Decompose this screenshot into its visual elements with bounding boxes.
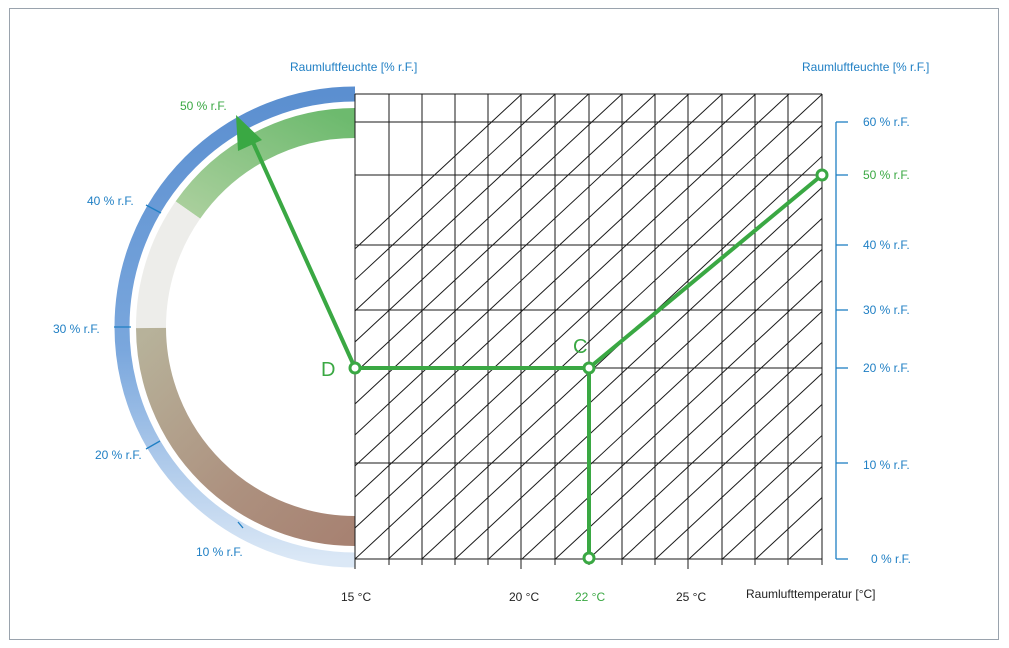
right-label-20: 20 % r.F.	[863, 361, 910, 375]
bottom-scale-ticks	[354, 559, 823, 569]
bottom-label-25: 25 °C	[676, 590, 706, 604]
point-label-c: C	[573, 336, 587, 358]
point-label-d: D	[321, 359, 335, 381]
diagonal-grid-line	[355, 94, 757, 467]
right-label-40: 40 % r.F.	[863, 238, 910, 252]
point-50	[815, 168, 829, 182]
inner-ring-green	[175, 108, 356, 219]
left-label-40: 40 % r.F.	[87, 194, 134, 208]
diagonal-grid-line	[823, 39, 1009, 559]
diagonal-grid-line	[355, 94, 623, 343]
left-label-10: 10 % r.F.	[196, 545, 243, 559]
process-points	[348, 168, 829, 565]
bottom-label-15: 15 °C	[341, 590, 371, 604]
diagonal-grid-line	[355, 94, 590, 312]
diagonal-grid-line	[621, 372, 822, 559]
diagonal-grid-line	[355, 94, 790, 498]
left-label-50: 50 % r.F.	[180, 99, 227, 113]
bottom-title: Raumlufttemperatur [°C]	[746, 587, 876, 601]
point-c	[582, 361, 596, 375]
diagonal-grid-line	[355, 124, 822, 559]
right-scale-ticks	[836, 121, 848, 560]
temperature-grid	[354, 39, 1009, 560]
diagonal-grid-line	[355, 94, 657, 374]
diagonal-grid-line	[956, 39, 1009, 559]
ring-ticks	[114, 204, 244, 529]
inner-ring-light	[135, 201, 201, 329]
diagonal-grid-line	[521, 279, 822, 559]
right-label-60: 60 % r.F.	[863, 115, 910, 129]
point-d	[348, 361, 362, 375]
vertical-grid-lines	[354, 94, 823, 559]
bottom-label-22: 22 °C	[575, 590, 605, 604]
diagram-frame	[9, 8, 999, 640]
diagonal-grid-line	[454, 217, 822, 559]
left-label-30: 30 % r.F.	[53, 322, 100, 336]
arrow-shaft	[249, 136, 357, 370]
arrow-head	[236, 115, 262, 151]
right-scale	[835, 121, 848, 560]
diagonal-grid-line	[555, 310, 822, 559]
diagonal-grid-line	[588, 341, 822, 559]
right-label-0: 0 % r.F.	[871, 552, 911, 566]
diagonal-grid-line	[722, 465, 822, 559]
diagonal-grid-line	[355, 94, 690, 405]
diagonal-grid-line	[655, 403, 822, 559]
diagonal-grid-line	[388, 155, 822, 559]
diagonal-grid-line	[923, 39, 1009, 559]
humidity-ring	[114, 86, 356, 568]
diagonal-grid-line	[488, 248, 822, 559]
diagonal-grid-line	[688, 434, 822, 559]
right-label-30: 30 % r.F.	[863, 303, 910, 317]
diagonal-grid-line	[990, 39, 1009, 559]
right-label-10: 10 % r.F.	[863, 458, 910, 472]
line-c-50	[587, 173, 824, 370]
diagonal-grid-lines	[355, 39, 1009, 559]
diagonal-grid-line	[355, 94, 523, 250]
diagonal-grid-line	[355, 94, 723, 436]
point-bottom	[582, 551, 596, 565]
left-label-20: 20 % r.F.	[95, 448, 142, 462]
inner-ring-brown	[136, 327, 356, 546]
diagonal-grid-line	[355, 94, 556, 281]
bottom-label-20: 20 °C	[509, 590, 539, 604]
right-label-50: 50 % r.F.	[863, 168, 910, 182]
left-title: Raumluftfeuchte [% r.F.]	[290, 60, 417, 74]
diagonal-grid-line	[355, 94, 822, 529]
process-lines	[249, 136, 824, 560]
diagonal-grid-line	[421, 186, 822, 559]
right-title: Raumluftfeuchte [% r.F.]	[802, 60, 929, 74]
